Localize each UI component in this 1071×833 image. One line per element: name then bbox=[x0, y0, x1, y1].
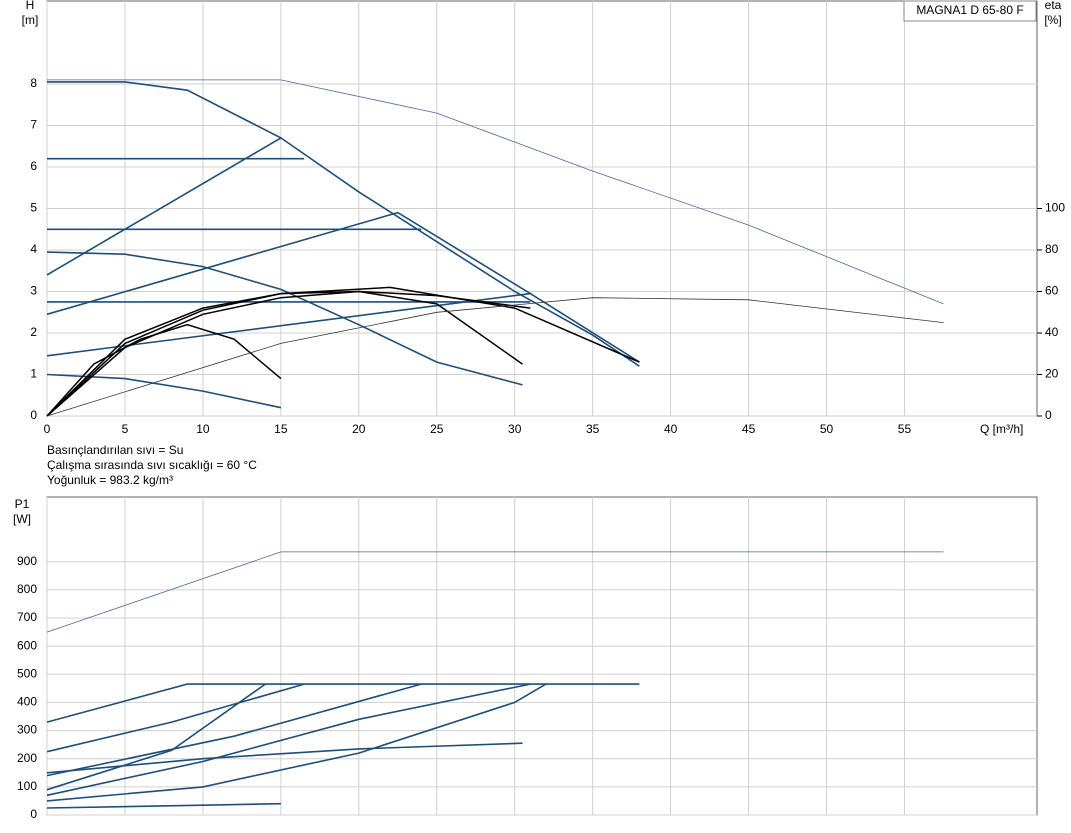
y2-tick-label: 60 bbox=[1045, 284, 1059, 298]
y-tick-label: 900 bbox=[17, 554, 37, 568]
curve bbox=[46, 683, 531, 797]
x-tick-label: 10 bbox=[196, 422, 210, 436]
curve bbox=[46, 683, 640, 723]
curve bbox=[46, 251, 523, 386]
y2-tick-label: 80 bbox=[1045, 242, 1059, 256]
curve bbox=[46, 290, 531, 417]
y-tick-label: 6 bbox=[30, 159, 37, 173]
y-label: H bbox=[26, 0, 35, 12]
y-tick-label: 300 bbox=[17, 723, 37, 737]
x-tick-label: 15 bbox=[274, 422, 288, 436]
y-tick-label: 7 bbox=[30, 118, 37, 132]
x-tick-label: 55 bbox=[898, 422, 912, 436]
curve bbox=[46, 292, 531, 357]
curve bbox=[46, 551, 944, 633]
x-tick-label: 0 bbox=[44, 422, 51, 436]
y-tick-label: 400 bbox=[17, 695, 37, 709]
x-tick-label: 40 bbox=[664, 422, 678, 436]
x-tick-label: 35 bbox=[586, 422, 600, 436]
y-tick-label: 2 bbox=[30, 325, 37, 339]
y-tick-label: 0 bbox=[30, 408, 37, 422]
curve bbox=[47, 81, 640, 367]
annotation: MAGNA1 D 65-80 F bbox=[916, 3, 1023, 17]
y-tick-label: 8 bbox=[30, 76, 37, 90]
x-tick-label: 5 bbox=[122, 422, 129, 436]
curve bbox=[46, 683, 422, 777]
y-tick-label: 600 bbox=[17, 638, 37, 652]
curve bbox=[46, 683, 547, 802]
x-tick-label: 20 bbox=[352, 422, 366, 436]
curve bbox=[46, 286, 640, 417]
y-tick-label: 0 bbox=[30, 807, 37, 821]
curve bbox=[46, 802, 281, 809]
y2-tick-label: 0 bbox=[1045, 408, 1052, 422]
y-tick-label: 1 bbox=[30, 367, 37, 381]
y-tick-label: 500 bbox=[17, 666, 37, 680]
y-unit: [W] bbox=[13, 512, 31, 526]
y-tick-label: 800 bbox=[17, 582, 37, 596]
y2-tick-label: 100 bbox=[1045, 201, 1065, 215]
y2-label: eta bbox=[1045, 0, 1062, 12]
curve bbox=[46, 683, 266, 791]
plot-area bbox=[46, 496, 1038, 816]
y2-tick-label: 40 bbox=[1045, 325, 1059, 339]
x-tick-label: 45 bbox=[742, 422, 756, 436]
y-unit: [m] bbox=[22, 13, 39, 27]
y2-tick-label: 20 bbox=[1045, 367, 1059, 381]
note: Yoğunluk = 983.2 kg/m³ bbox=[47, 473, 173, 487]
note: Çalışma sırasında sıvı sıcaklığı = 60 °C bbox=[47, 458, 257, 472]
x-tick-label: 50 bbox=[820, 422, 834, 436]
y-tick-label: 100 bbox=[17, 779, 37, 793]
curve bbox=[46, 211, 640, 363]
y-tick-label: 700 bbox=[17, 610, 37, 624]
y-tick-label: 4 bbox=[30, 242, 37, 256]
x-tick-label: 25 bbox=[430, 422, 444, 436]
annotation-box bbox=[903, 0, 1037, 22]
note: Basınçlandırılan sıvı = Su bbox=[47, 443, 183, 457]
curve bbox=[46, 297, 944, 417]
x-label: Q [m³/h] bbox=[980, 422, 1023, 436]
y-label: P1 bbox=[15, 497, 30, 511]
curve bbox=[46, 323, 282, 417]
curve bbox=[46, 742, 523, 774]
curve bbox=[46, 137, 282, 276]
y-tick-label: 3 bbox=[30, 284, 37, 298]
x-tick-label: 30 bbox=[508, 422, 522, 436]
y-tick-label: 200 bbox=[17, 751, 37, 765]
y-tick-label: 5 bbox=[30, 201, 37, 215]
y2-unit: [%] bbox=[1044, 13, 1061, 27]
curve bbox=[47, 79, 944, 305]
curve bbox=[46, 683, 305, 753]
